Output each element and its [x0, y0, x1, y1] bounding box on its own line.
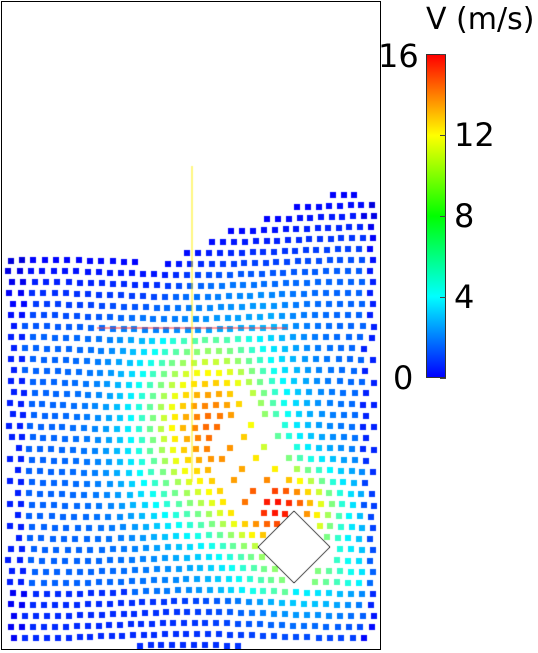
colorbar-tick-label: 0: [393, 362, 413, 394]
particle-field: [2, 2, 380, 649]
colorbar-tick-mark: [440, 216, 446, 217]
colorbar-tick-mark: [440, 135, 446, 136]
colorbar-tick-mark: [440, 297, 446, 298]
colorbar-tick-label: 16: [378, 40, 419, 72]
colorbar-tick-label: 12: [454, 119, 495, 151]
colorbar-title: V (m/s): [426, 2, 534, 37]
simulation-viewport: [1, 1, 381, 650]
colorbar-tick-label: 8: [454, 200, 474, 232]
colorbar-tick-mark: [440, 54, 446, 55]
colorbar-tick-mark: [440, 378, 446, 379]
colorbar-tick-label: 4: [454, 281, 474, 313]
